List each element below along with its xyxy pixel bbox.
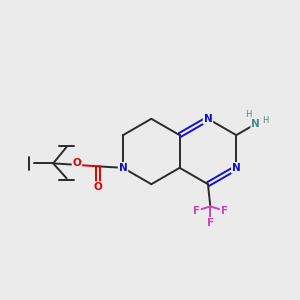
Text: N: N xyxy=(204,114,212,124)
Text: H: H xyxy=(262,116,268,125)
Text: N: N xyxy=(118,163,127,173)
Text: O: O xyxy=(93,182,102,192)
Text: H: H xyxy=(245,110,251,119)
Text: O: O xyxy=(73,158,81,168)
Text: F: F xyxy=(207,218,214,228)
Text: N: N xyxy=(232,163,241,173)
Text: F: F xyxy=(221,206,228,216)
Text: N: N xyxy=(251,119,260,129)
Text: F: F xyxy=(193,206,200,216)
